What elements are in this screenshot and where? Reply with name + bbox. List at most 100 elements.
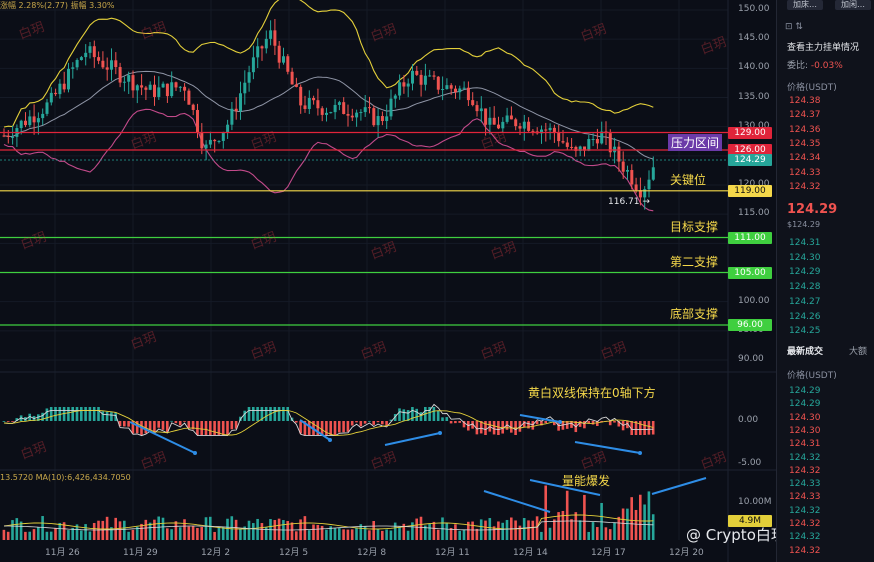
volume-bar <box>522 518 526 540</box>
macd-bar <box>492 421 496 435</box>
orderbook-row[interactable]: 124.34 <box>789 153 821 164</box>
volume-arrow <box>529 479 601 496</box>
orderbook-row[interactable]: 124.33 <box>789 492 821 503</box>
macd-bar <box>54 407 57 421</box>
macd-bar <box>522 421 526 428</box>
orderbook-row[interactable]: 124.29 <box>789 386 821 396</box>
orderbook-row[interactable]: 124.32 <box>789 505 821 516</box>
volume-bar <box>320 525 324 540</box>
volume-bar <box>338 528 341 540</box>
settings-icon[interactable]: ⊡ ⇅ <box>785 22 803 32</box>
candle-body <box>122 81 126 83</box>
orderbook-row[interactable]: 124.32 <box>789 452 821 463</box>
arrow-head <box>638 451 642 455</box>
macd-bar <box>88 407 92 421</box>
candle-body <box>135 85 139 91</box>
volume-axis-label: 10.00M <box>738 497 772 507</box>
orderbook-row[interactable]: 124.27 <box>789 296 821 307</box>
volume-arrow <box>651 477 707 495</box>
side-button-1[interactable]: 加床… <box>787 0 823 10</box>
macd-bar <box>282 407 285 421</box>
candle-body <box>36 118 40 123</box>
candle-body <box>505 115 509 122</box>
orderbook-row[interactable]: 124.32 <box>789 545 821 556</box>
macd-bar <box>67 407 70 421</box>
macd-bar <box>342 421 345 433</box>
macd-bar <box>247 407 251 421</box>
macd-bar <box>49 407 53 421</box>
volume-bar <box>174 521 178 540</box>
orderbook-title[interactable]: 查看主力挂单情况 <box>787 43 860 53</box>
macd-bar <box>462 421 466 428</box>
candle-body <box>79 57 83 61</box>
candle-body <box>97 57 101 61</box>
macd-bar <box>295 421 298 423</box>
orderbook-row[interactable]: 124.30 <box>789 425 821 436</box>
arrow-head <box>558 420 562 424</box>
orderbook-row[interactable]: 124.32 <box>789 532 821 543</box>
orderbook-row[interactable]: 124.31 <box>789 439 821 450</box>
orderbook-row[interactable]: 124.25 <box>789 326 821 337</box>
candle-body <box>260 46 264 49</box>
orderbook-row[interactable]: 124.30 <box>789 252 821 263</box>
volume-bar <box>187 526 191 540</box>
time-axis-label: 11月 26 <box>45 548 80 558</box>
volume-bar <box>600 502 603 540</box>
volume-bar <box>488 518 492 540</box>
orderbook-row[interactable]: 124.36 <box>789 124 821 135</box>
volume-bar <box>492 526 496 540</box>
macd-bar <box>101 411 105 421</box>
macd-bar <box>80 407 83 421</box>
volume-ma-line <box>3 514 654 530</box>
macd-bar <box>234 421 238 429</box>
price-axis-label: 145.00 <box>738 33 770 44</box>
level-label-pressure: 压力区间 <box>668 133 723 151</box>
volume-tag: 4.9M <box>728 515 772 527</box>
time-axis-label: 12月 8 <box>357 548 387 558</box>
orderbook-row[interactable]: 124.32 <box>789 519 821 529</box>
volume-bar <box>596 527 599 540</box>
orderbook-row[interactable]: 124.35 <box>789 138 821 149</box>
macd-bar <box>385 421 388 426</box>
orderbook-row[interactable]: 124.38 <box>789 96 821 106</box>
orderbook-row[interactable]: 124.26 <box>789 311 821 322</box>
candle-body <box>402 82 406 87</box>
candle-body <box>178 86 182 88</box>
orderbook-row[interactable]: 124.32 <box>789 181 821 192</box>
orderbook-row[interactable]: 124.28 <box>789 282 821 293</box>
volume-bar <box>217 526 221 540</box>
orderbook-row[interactable]: 124.33 <box>789 479 821 490</box>
volume-bar <box>11 520 14 540</box>
candle-body <box>75 60 79 68</box>
macd-bar <box>639 421 642 435</box>
candle-body <box>251 57 255 73</box>
orderbook-row[interactable]: 124.31 <box>789 238 821 248</box>
volume-bar <box>325 529 328 540</box>
candle-body <box>325 112 328 115</box>
volume-bar <box>88 531 92 540</box>
candle-body <box>621 161 625 172</box>
orderbook-row[interactable]: 124.32 <box>789 465 821 476</box>
price-chart[interactable] <box>0 0 776 562</box>
candle-body <box>432 75 436 77</box>
arrow-head <box>438 431 442 435</box>
macd-bar <box>359 421 363 427</box>
volume-bar <box>449 528 453 540</box>
tab-big-trades[interactable]: 大额 <box>849 347 868 357</box>
orderbook-row[interactable]: 124.29 <box>789 267 821 278</box>
orderbook-row[interactable]: 124.29 <box>789 399 821 410</box>
volume-bar <box>166 528 169 540</box>
candle-body <box>277 45 281 63</box>
side-button-2[interactable]: 加闲… <box>835 0 871 10</box>
orderbook-row[interactable]: 124.33 <box>789 167 821 178</box>
volume-bar <box>286 521 289 540</box>
volume-bar <box>639 494 642 540</box>
orderbook-row[interactable]: 124.37 <box>789 110 821 121</box>
macd-bar <box>183 421 186 422</box>
orderbook-row[interactable]: 124.30 <box>789 412 821 423</box>
macd-bar <box>110 412 113 421</box>
volume-bar <box>608 529 612 540</box>
tab-latest-trades[interactable]: 最新成交 <box>787 347 824 357</box>
macd-bar <box>191 421 195 430</box>
volume-bar <box>363 526 367 540</box>
